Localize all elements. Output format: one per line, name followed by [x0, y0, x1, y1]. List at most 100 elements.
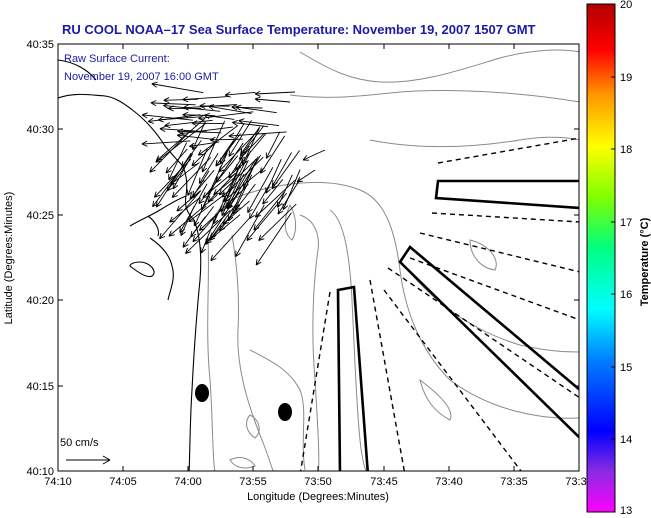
current-vector [200, 213, 218, 254]
scale-label: 50 cm/s [60, 437, 99, 449]
current-vector [254, 179, 296, 218]
temperature-colorbar: 20 19 18 17 16 15 14 13 Temperature (°C) [586, 0, 651, 517]
current-vector [224, 91, 256, 98]
current-vector [221, 159, 249, 216]
current-vector [213, 172, 241, 196]
current-vector [254, 90, 296, 97]
current-vector [187, 148, 208, 196]
current-vector [151, 81, 204, 94]
current-vector [188, 184, 238, 223]
current-vector [228, 131, 287, 139]
current-vector [254, 96, 291, 103]
y-tick-label: 40:30 [26, 124, 54, 136]
x-tick-label: 73:55 [239, 476, 267, 488]
current-vector [260, 135, 286, 174]
current-vector [247, 166, 274, 214]
map-title: RU COOL NOAA–17 Sea Surface Temperature:… [62, 22, 536, 37]
current-vector [255, 212, 292, 266]
current-vector [192, 208, 222, 243]
current-vector [201, 120, 226, 173]
current-vector [163, 97, 199, 104]
y-tick-label: 40:15 [26, 381, 54, 393]
current-vector [262, 179, 284, 205]
current-vector [153, 158, 192, 198]
current-vector [159, 190, 202, 240]
current-vector [272, 152, 292, 187]
x-axis-label: Longitude (Degrees:Minutes) [247, 491, 389, 503]
current-vector [165, 148, 188, 174]
x-tick-label: 73:45 [370, 476, 398, 488]
current-vector [182, 96, 229, 103]
sampling-boxes [336, 179, 579, 471]
current-vector [258, 203, 297, 241]
current-vector [166, 166, 186, 192]
coastline [58, 59, 202, 471]
colorbar-tick-label: 15 [620, 362, 632, 374]
surface-current-vectors [141, 81, 326, 266]
current-vector [277, 178, 301, 215]
current-vector [246, 192, 288, 241]
x-tick-label: 74:10 [44, 476, 72, 488]
y-tick-label: 40:35 [26, 39, 54, 51]
y-tick-label: 40:10 [26, 466, 54, 478]
colorbar-tick-label: 20 [620, 0, 632, 11]
x-axis: 74:10 74:05 74:00 73:55 73:50 73:45 73:4… [44, 44, 587, 488]
current-vector [168, 142, 188, 181]
current-vector [235, 104, 277, 114]
scale-vector [66, 455, 111, 465]
current-vector [182, 111, 216, 118]
current-vector [141, 140, 191, 147]
current-vector [231, 120, 269, 128]
current-vector [159, 126, 208, 133]
colorbar-tick-label: 18 [620, 144, 632, 156]
current-note-line2: November 19, 2007 16:00 GMT [64, 71, 219, 83]
current-vector [227, 154, 262, 210]
map-plot-area [58, 44, 579, 471]
current-vector [149, 133, 189, 173]
current-vector [234, 183, 256, 211]
x-tick-label: 73:35 [500, 476, 528, 488]
y-tick-label: 40:20 [26, 295, 54, 307]
colorbar-tick-label: 13 [620, 505, 632, 517]
current-vector [155, 152, 192, 208]
colorbar-tick-label: 14 [620, 434, 632, 446]
x-tick-label: 74:05 [109, 476, 137, 488]
current-vector [164, 119, 213, 129]
current-vector [141, 112, 193, 121]
current-vector [199, 102, 230, 109]
colorbar-tick-label: 19 [620, 72, 632, 84]
current-vector [185, 209, 231, 254]
current-vector [228, 145, 250, 179]
current-vector [218, 157, 258, 196]
current-vector [198, 153, 219, 184]
station-marker [278, 403, 292, 421]
current-vector [296, 169, 316, 183]
current-vector [163, 102, 221, 112]
y-axis: 40:35 40:30 40:25 40:20 40:15 40:10 [26, 39, 579, 478]
current-vector [172, 153, 194, 190]
current-vector [150, 100, 196, 107]
x-tick-label: 73:40 [435, 476, 463, 488]
x-tick-label: 73:3 [565, 476, 586, 488]
y-tick-label: 40:25 [26, 210, 54, 222]
y-axis-label: Latitude (Degrees:Minutes) [3, 192, 15, 325]
station-marker [195, 384, 209, 402]
x-tick-label: 73:50 [304, 476, 332, 488]
current-vector [189, 169, 215, 200]
current-vector [176, 190, 201, 212]
current-vector [189, 141, 220, 149]
current-vector [265, 159, 282, 194]
current-vector [190, 206, 214, 238]
current-vector [168, 194, 218, 237]
current-vector [265, 131, 281, 159]
current-vector [197, 125, 239, 156]
current-vector [210, 216, 251, 262]
current-vector [176, 132, 215, 140]
current-vector [171, 157, 212, 199]
radar-coverage-dashed-lines [299, 137, 579, 471]
colorbar-tick-label: 17 [620, 217, 632, 229]
colorbar-tick-label: 16 [620, 289, 632, 301]
current-vector [179, 183, 208, 233]
current-vector [191, 141, 218, 167]
